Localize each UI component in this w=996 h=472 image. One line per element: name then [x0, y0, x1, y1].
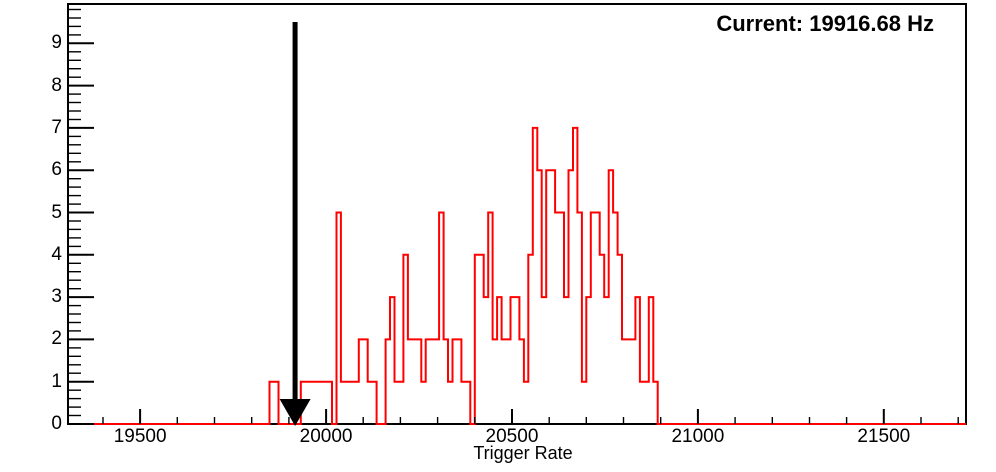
- y-axis-tick-label: 7: [51, 116, 62, 138]
- x-axis-tick-label: 21500: [857, 426, 911, 447]
- x-axis-tick-label: 21000: [671, 426, 725, 447]
- x-axis-tick-label: 19500: [113, 426, 167, 447]
- y-axis-tick-label: 1: [51, 370, 62, 392]
- y-axis-tick-label: 2: [51, 328, 62, 350]
- y-axis-tick-label: 9: [51, 32, 62, 54]
- x-axis-title: Trigger Rate: [473, 443, 573, 463]
- current-rate-arrow-head: [279, 399, 311, 426]
- current-rate-annotation: Current: 19916.68 Hz: [716, 11, 934, 36]
- trigger-rate-histogram: [68, 126, 966, 425]
- x-axis-tick-label: 20000: [299, 426, 353, 447]
- y-axis-tick-label: 5: [51, 201, 62, 223]
- x-axis-tick-label: 20500: [485, 426, 539, 447]
- y-axis-tick-label: 3: [51, 286, 62, 308]
- y-axis-tick-label: 0: [51, 413, 62, 434]
- y-axis-tick-label: 4: [51, 243, 62, 265]
- y-axis-tick-label: 6: [51, 159, 62, 181]
- y-axis-tick-label: 8: [51, 74, 62, 96]
- plot-frame: [67, 3, 967, 425]
